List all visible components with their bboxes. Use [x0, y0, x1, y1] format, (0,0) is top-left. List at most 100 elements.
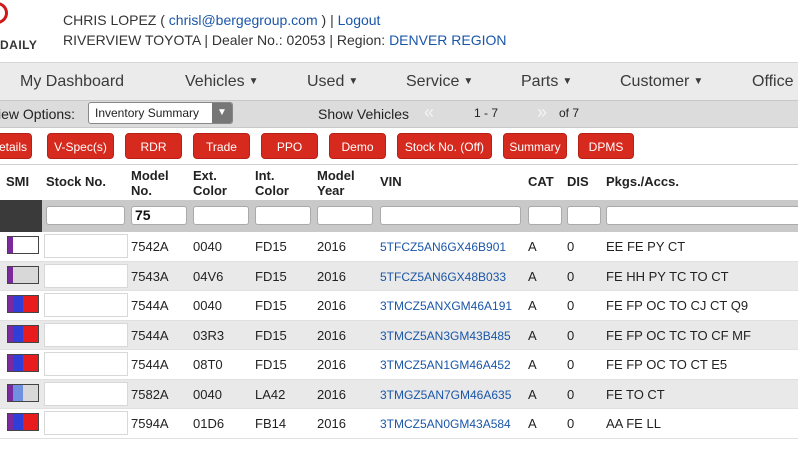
cell-model-no: 7594A [131, 416, 169, 431]
nav-my-dashboard[interactable]: My Dashboard [20, 73, 124, 91]
col-ext-color[interactable]: Ext. Color [193, 168, 227, 198]
cell-cat: A [528, 327, 537, 343]
nav-used[interactable]: Used ▼ [307, 73, 358, 91]
cell-vin[interactable]: 5TFCZ5AN6GX48B033 [380, 269, 507, 284]
smi-indicator [7, 236, 39, 254]
view-options-select[interactable]: Inventory Summary ▼ [88, 102, 233, 124]
table-row[interactable]: 7544A 0040 FD15 2016 3TMCZ5ANXGM46A191 A 0 FE F… [0, 291, 798, 321]
cell-cat: A [528, 416, 537, 431]
table-row[interactable]: 7544A 03R3 FD15 2016 3TMCZ5AN3GM43B485 A 0 FE F… [0, 320, 798, 350]
ppo-button[interactable]: PPO [261, 133, 318, 159]
cell-ext-color: 08T0 [193, 357, 223, 372]
nav-label: Customer [620, 73, 690, 90]
cell-dis: 0 [567, 327, 575, 343]
select-value: Inventory Summary [95, 106, 200, 120]
filter-smi-cell [0, 200, 42, 232]
cell-vin[interactable]: 3TMCZ5AN3GM43B485 [380, 328, 511, 343]
cell-int-color: FB14 [255, 416, 287, 431]
table-row[interactable]: 7594A 01D6 FB14 2016 3TMCZ5AN0GM43A584 A 0 AA F… [0, 409, 798, 439]
cell-vin[interactable]: 3TMCZ5ANXGM46A191 [380, 299, 513, 313]
col-stock-no[interactable]: Stock No. [46, 174, 106, 189]
filter-stock-input[interactable] [46, 206, 125, 225]
details-button[interactable]: etails [0, 133, 32, 159]
table-row[interactable]: 7582A 0040 LA42 2016 3TMGZ5AN7GM46A635 A 0 FE T… [0, 379, 798, 409]
col-model-no-line1: Model [131, 168, 169, 183]
stock-no-cell [44, 263, 128, 288]
nav-parts[interactable]: Parts ▼ [521, 73, 572, 91]
smi-indicator [7, 265, 39, 284]
smi-segment [8, 384, 13, 401]
demo-button[interactable]: Demo [329, 133, 386, 159]
filter-year-input[interactable] [317, 206, 373, 225]
trade-button[interactable]: Trade [193, 133, 250, 159]
col-dis[interactable]: DIS [567, 174, 589, 189]
nav-office[interactable]: Office▼ [752, 73, 798, 91]
smi-segment [23, 296, 38, 312]
cell-ext-color: 0040 [193, 298, 222, 313]
prev-page-icon[interactable]: « [424, 102, 435, 122]
region-link[interactable]: DENVER REGION [389, 32, 507, 48]
col-model-year[interactable]: Model Year [317, 168, 355, 198]
table-row[interactable]: 7543A 04V6 FD15 2016 5TFCZ5AN6GX48B033 A 0 FE H… [0, 261, 798, 291]
col-model-no[interactable]: Model No. [131, 168, 169, 198]
cell-dis: 0 [567, 386, 575, 402]
col-smi[interactable]: SMI [6, 174, 30, 189]
table-row[interactable]: 7542A 0040 FD15 2016 5TFCZ5AN6GX46B901 A 0 EE F… [0, 232, 798, 262]
view-options-label: iew Options: [0, 106, 76, 122]
rdr-button[interactable]: RDR [125, 133, 182, 159]
filter-pkgs-input[interactable] [606, 206, 798, 225]
col-vin[interactable]: VIN [380, 174, 402, 189]
stock-no-cell [44, 352, 128, 376]
col-int-color[interactable]: Int. Color [255, 168, 289, 198]
nav-label: Used [307, 73, 345, 90]
cell-vin[interactable]: 3TMCZ5AN0GM43A584 [380, 417, 511, 431]
filter-cat-input[interactable] [528, 206, 562, 225]
cell-int-color: LA42 [255, 386, 286, 402]
cell-model-no: 7544A [131, 357, 169, 372]
nav-vehicles[interactable]: Vehicles ▼ [185, 73, 259, 91]
stock-no-cell [44, 381, 128, 406]
table-row[interactable]: 7544A 08T0 FD15 2016 3TMCZ5AN1GM46A452 A 0 FE F… [0, 350, 798, 380]
vspecs-button[interactable]: V-Spec(s) [47, 133, 114, 159]
cell-vin[interactable]: 3TMGZ5AN7GM46A635 [380, 387, 512, 402]
filter-ext-input[interactable] [193, 206, 249, 225]
dealer-info: RIVERVIEW TOYOTA | Dealer No.: 02053 | R… [63, 32, 386, 48]
user-name: CHRIS LOPEZ ( [63, 12, 165, 28]
caret-down-icon: ▼ [693, 76, 704, 87]
filter-model-input[interactable]: 75 [131, 206, 187, 225]
cell-model-no: 7544A [131, 298, 169, 313]
filter-vin-input[interactable] [380, 206, 521, 225]
cell-cat: A [528, 357, 537, 372]
stock-no-cell [44, 293, 128, 317]
cell-pkgs: FE FP OC TC TO CF MF [606, 327, 751, 343]
smi-segment [23, 414, 38, 430]
summary-button[interactable]: Summary [503, 133, 567, 159]
col-cat[interactable]: CAT [528, 174, 554, 189]
page-range: 1 - 7 [474, 106, 499, 120]
user-email-link[interactable]: chrisl@bergegroup.com [168, 12, 318, 28]
smi-segment [13, 266, 23, 283]
col-pkgs[interactable]: Pkgs./Accs. [606, 174, 679, 189]
caret-down-icon: ▼ [463, 76, 474, 87]
cell-vin[interactable]: 3TMCZ5AN1GM46A452 [380, 358, 511, 372]
smi-segment [8, 237, 13, 253]
smi-segment [8, 325, 13, 342]
stock-no-off-button[interactable]: Stock No. (Off) [397, 133, 492, 159]
next-page-icon[interactable]: » [537, 102, 548, 122]
nav-label: Vehicles [185, 73, 245, 90]
col-int-color-line2: Color [255, 183, 289, 198]
dpms-button[interactable]: DPMS [578, 133, 634, 159]
stock-no-cell [44, 322, 128, 347]
nav-service[interactable]: Service ▼ [406, 73, 473, 91]
smi-segment [8, 355, 13, 371]
cell-vin[interactable]: 5TFCZ5AN6GX46B901 [380, 240, 507, 254]
logout-link[interactable]: Logout [337, 12, 381, 28]
cell-dis: 0 [567, 268, 575, 284]
smi-segment [13, 414, 23, 430]
col-model-year-line2: Year [317, 183, 345, 198]
filter-dis-input[interactable] [567, 206, 601, 225]
smi-indicator [7, 295, 39, 313]
nav-customer[interactable]: Customer ▼ [620, 73, 703, 91]
filter-int-input[interactable] [255, 206, 311, 225]
dropdown-arrow-icon[interactable]: ▼ [212, 103, 232, 123]
